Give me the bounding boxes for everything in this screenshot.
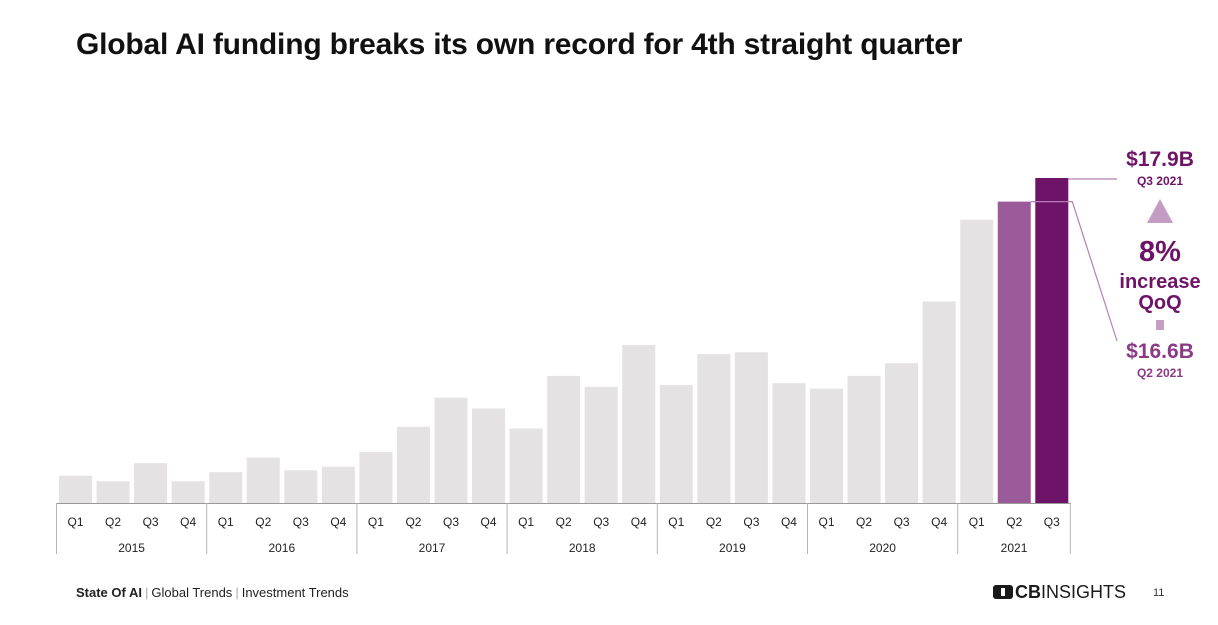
bar-q1-2015 [59,475,92,503]
quarter-tick-label: Q2 [105,515,121,529]
quarter-tick-label: Q4 [781,515,797,529]
latest-period-label: Q3 2021 [1136,174,1184,188]
year-label-2021: 2021 [1001,541,1028,555]
year-label-2017: 2017 [419,541,446,555]
bar-q1-2018 [509,428,543,503]
quarter-tick-label: Q4 [931,515,947,529]
bar-q2-2020 [847,375,881,503]
quarter-tick-label: Q1 [518,515,534,529]
footer-crumb-global-trends: Global Trends [151,585,233,600]
bar-q2-2016 [246,457,280,503]
bar-q4-2017 [472,408,506,503]
footer-section: State Of AI [76,585,142,600]
quarter-tick-label: Q3 [143,515,159,529]
quarter-tick-label: Q2 [405,515,421,529]
cbinsights-logo-icon [993,585,1013,599]
quarter-tick-label: Q2 [556,515,572,529]
bar-q2-2018 [547,375,581,503]
bar-q2-2017 [396,426,430,503]
quarter-tick-label: Q4 [631,515,647,529]
arrow-stem-square [1156,320,1164,330]
brand-rest: INSIGHTS [1041,582,1127,602]
page-number: 11 [1153,587,1165,599]
year-label-2019: 2019 [719,541,746,555]
bar-q4-2019 [772,383,806,503]
change-text-increase: increase [1119,271,1201,293]
bar-q1-2017 [359,452,393,503]
bar-q4-2015 [171,481,205,503]
change-text: increase QoQ [1108,272,1212,314]
quarter-tick-label: Q3 [293,515,309,529]
bar-q3-2021 [1035,178,1069,503]
bar-q3-2020 [885,363,919,503]
bar-q3-2015 [134,463,168,503]
page-title: Global AI funding breaks its own record … [76,28,963,61]
x-axis: Q1 Q2 Q3 Q4 Q1 Q2 Q3 Q4 Q1 Q2 Q3 Q4 Q1 Q2 Q3 Q4 Q1 Q2 Q3 Q4… [56,503,1071,555]
bar-q4-2016 [321,466,355,503]
quarter-tick-label: Q2 [255,515,271,529]
quarter-tick-label: Q2 [856,515,872,529]
latest-value-label: $17.9B [1126,148,1194,171]
change-percent: 8% [1139,236,1181,268]
quarter-tick-label: Q3 [443,515,459,529]
bar-q2-2015 [96,481,130,503]
cbinsights-logo: CBINSIGHTS [993,582,1126,603]
quarter-tick-label: Q2 [706,515,722,529]
prev-leader-line [1030,201,1118,342]
quarter-tick-label: Q1 [818,515,834,529]
footer-divider: | [144,585,149,600]
change-text-qoq: QoQ [1138,292,1182,314]
increase-arrow-icon [1147,199,1173,223]
bar-q2-2019 [697,354,731,503]
bar-q4-2018 [622,345,656,503]
quarter-tick-label: Q4 [330,515,346,529]
bar-q2-2021 [997,201,1031,504]
bar-q3-2018 [584,386,618,503]
bar-q1-2016 [209,472,243,503]
bar-q1-2021 [960,219,994,504]
quarter-tick-label: Q1 [969,515,985,529]
bar-q3-2019 [734,352,768,503]
footer-divider: | [235,585,239,600]
quarter-tick-label: Q3 [1044,515,1060,529]
year-label-2020: 2020 [869,541,896,555]
footer-breadcrumb: State Of AI | Global Trends | Investment Tre… [76,585,349,600]
prev-value-label: $16.6B [1126,340,1194,363]
brand-bold: CB [1015,582,1041,602]
quarter-tick-label: Q3 [593,515,609,529]
quarter-tick-label: Q3 [743,515,759,529]
footer-crumb-investment-trends: Investment Trends [241,585,349,600]
quarter-tick-label: Q3 [894,515,910,529]
quarter-tick-label: Q1 [368,515,384,529]
year-label-2018: 2018 [569,541,596,555]
quarter-tick-label: Q2 [1006,515,1022,529]
quarter-tick-label: Q1 [668,515,684,529]
quarter-tick-label: Q4 [180,515,196,529]
bar-q3-2017 [434,397,468,503]
year-label-2016: 2016 [268,541,295,555]
quarter-tick-label: Q4 [481,515,497,529]
year-label-2015: 2015 [118,541,145,555]
prev-period-label: Q2 2021 [1136,366,1184,380]
bar-q3-2016 [284,470,318,503]
callout-lines [1030,178,1173,342]
bars-group [59,178,1069,504]
bar-q1-2019 [659,384,693,503]
bar-q1-2020 [810,388,843,503]
quarter-tick-label: Q1 [67,515,83,529]
bar-q4-2020 [922,301,956,503]
quarter-tick-label: Q1 [218,515,234,529]
